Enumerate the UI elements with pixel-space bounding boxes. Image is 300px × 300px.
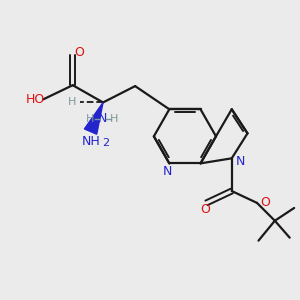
Text: H: H xyxy=(68,97,76,107)
Text: N: N xyxy=(236,155,245,168)
Text: H: H xyxy=(110,114,118,124)
Text: 2: 2 xyxy=(102,138,109,148)
Text: O: O xyxy=(74,46,84,59)
Text: NH: NH xyxy=(82,135,101,148)
Text: HO: HO xyxy=(26,93,45,106)
Text: H: H xyxy=(86,114,95,124)
Text: O: O xyxy=(260,196,270,209)
Polygon shape xyxy=(84,102,103,134)
Text: N: N xyxy=(163,165,172,178)
Text: N: N xyxy=(98,112,107,125)
Text: O: O xyxy=(200,203,210,216)
